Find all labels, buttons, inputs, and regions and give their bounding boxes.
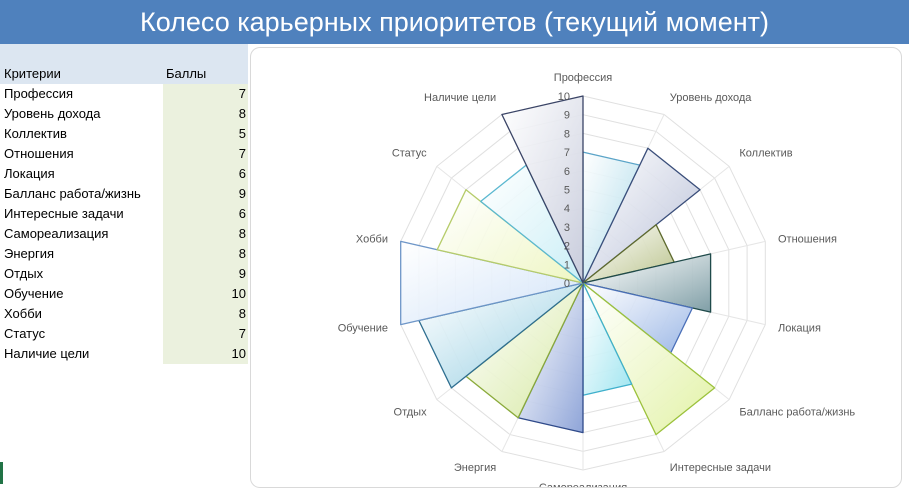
score-cell: 7 [163, 84, 248, 104]
score-value: 7 [238, 86, 246, 101]
category-label: Самореализация [539, 482, 627, 487]
category-label: Отношения [778, 234, 837, 246]
score-value: 8 [238, 246, 246, 261]
score-cell: 5 [163, 124, 248, 144]
category-label: Энергия [454, 462, 496, 474]
score-cell: 6 [163, 204, 248, 224]
score-cell: 7 [163, 324, 248, 344]
table-row: Балланс работа/жизнь 9 [0, 184, 248, 204]
criteria-cell: Профессия [4, 86, 74, 101]
criteria-cell: Наличие цели [4, 346, 90, 361]
score-cell: 9 [163, 184, 248, 204]
score-value: 7 [238, 146, 246, 161]
score-value: 7 [238, 326, 246, 341]
table-row: Хобби 8 [0, 304, 248, 324]
table-row: Интересные задачи 6 [0, 204, 248, 224]
page-title: Колесо карьерных приоритетов (текущий мо… [139, 7, 770, 37]
category-label: Уровень дохода [670, 92, 753, 104]
score-value: 9 [238, 186, 246, 201]
score-cell: 10 [163, 284, 248, 304]
score-cell: 8 [163, 304, 248, 324]
sheet-edge-marker [0, 462, 3, 484]
title-bar [0, 0, 909, 44]
table-row: Локация 6 [0, 164, 248, 184]
category-label: Обучение [338, 323, 388, 335]
category-label: Наличие цели [424, 92, 496, 104]
score-value: 9 [238, 266, 246, 281]
criteria-cell: Отношения [4, 146, 74, 161]
score-cell: 7 [163, 144, 248, 164]
criteria-cell: Самореализация [4, 226, 109, 241]
axis-tick-label: 3 [564, 222, 570, 234]
axis-tick-label: 4 [564, 203, 570, 215]
score-value: 6 [238, 206, 246, 221]
category-label: Коллектив [739, 147, 792, 159]
table-blank-row [0, 44, 248, 64]
criteria-cell: Отдых [4, 266, 44, 281]
score-cell: 6 [163, 164, 248, 184]
table-row: Статус 7 [0, 324, 248, 344]
header-criteria: Критерии [4, 66, 61, 81]
criteria-cell: Балланс работа/жизнь [4, 186, 141, 201]
axis-tick-label: 9 [564, 110, 570, 122]
criteria-cell: Хобби [4, 306, 42, 321]
table-row: Наличие цели 10 [0, 344, 248, 364]
header-scores-cell: Баллы [163, 64, 248, 84]
criteria-cell: Обучение [4, 286, 64, 301]
criteria-cell: Коллектив [4, 126, 67, 141]
score-value: 10 [231, 286, 246, 301]
chart-area: 0 1 2 3 4 5 6 7 8 9 10 Профессия Уровень дохода Колле… [250, 47, 902, 488]
table-row: Отдых 9 [0, 264, 248, 284]
axis-tick-label: 10 [558, 91, 570, 103]
score-value: 5 [238, 126, 246, 141]
table-row: Уровень дохода 8 [0, 104, 248, 124]
criteria-cell: Уровень дохода [4, 106, 101, 121]
header-scores: Баллы [166, 66, 207, 81]
table-row: Коллектив 5 [0, 124, 248, 144]
score-value: 10 [231, 346, 246, 361]
category-label: Профессия [554, 72, 612, 84]
category-label: Статус [392, 147, 427, 159]
score-cell: 8 [163, 224, 248, 244]
category-label: Хобби [356, 234, 388, 246]
score-cell: 9 [163, 264, 248, 284]
radar-chart: 0 1 2 3 4 5 6 7 8 9 10 Профессия Уровень дохода Колле… [338, 72, 856, 487]
score-cell: 8 [163, 104, 248, 124]
score-value: 6 [238, 166, 246, 181]
scores-table: Критерии Баллы Профессия 7 Уровень дохода 8… [0, 44, 248, 364]
criteria-cell: Локация [4, 166, 55, 181]
score-value: 8 [238, 226, 246, 241]
axis-tick-label: 8 [564, 128, 570, 140]
axis-tick-label: 2 [564, 241, 570, 253]
criteria-cell: Интересные задачи [4, 206, 124, 221]
category-label: Балланс работа/жизнь [739, 407, 855, 419]
criteria-cell: Статус [4, 326, 46, 341]
axis-tick-label: 7 [564, 147, 570, 159]
score-cell: 8 [163, 244, 248, 264]
table-row: Обучение 10 [0, 284, 248, 304]
axis-tick-label: 0 [564, 278, 570, 290]
score-value: 8 [238, 306, 246, 321]
score-value: 8 [238, 106, 246, 121]
table-row: Самореализация 8 [0, 224, 248, 244]
axis-tick-label: 6 [564, 166, 570, 178]
table-row: Энергия 8 [0, 244, 248, 264]
score-cell: 10 [163, 344, 248, 364]
category-label: Отдых [394, 407, 428, 419]
sector-14 [501, 95, 584, 284]
table-row: Отношения 7 [0, 144, 248, 164]
category-label: Локация [778, 323, 821, 335]
table-header-row: Критерии Баллы [0, 64, 248, 84]
criteria-cell: Энергия [4, 246, 55, 261]
category-label: Интересные задачи [670, 462, 771, 474]
table-row: Профессия 7 [0, 84, 248, 104]
axis-tick-label: 5 [564, 185, 570, 197]
axis-tick-label: 1 [564, 259, 570, 271]
